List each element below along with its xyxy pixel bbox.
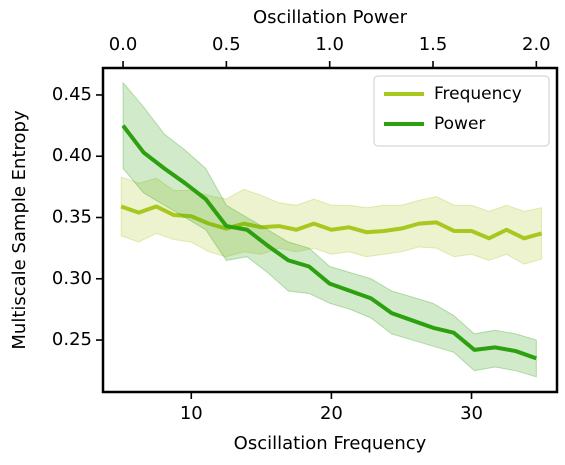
series-line bbox=[120, 204, 543, 241]
y-tick-label: 0.25 bbox=[52, 329, 92, 350]
y-tick-label: 0.30 bbox=[52, 268, 92, 289]
x2-tick-label: 0.5 bbox=[212, 34, 241, 55]
legend-label: Frequency bbox=[434, 84, 522, 104]
x-tick-label: 10 bbox=[180, 403, 203, 424]
plot-frame bbox=[101, 66, 559, 394]
y-tick-label: 0.45 bbox=[52, 84, 92, 105]
x2-tick-label: 2.0 bbox=[522, 34, 551, 55]
y-tick-label: 0.35 bbox=[52, 207, 92, 228]
x2-axis-label: Oscillation Power bbox=[253, 7, 408, 28]
y-axis-label: Multiscale Sample Entropy bbox=[9, 110, 30, 350]
x-tick-label: 30 bbox=[460, 403, 483, 424]
x2-tick-label: 0.0 bbox=[109, 34, 138, 55]
x2-tick-label: 1.0 bbox=[315, 34, 344, 55]
x-tick-label: 20 bbox=[320, 403, 343, 424]
y-tick-label: 0.40 bbox=[52, 145, 92, 166]
x-axis-label: Oscillation Frequency bbox=[234, 433, 427, 454]
x2-tick-label: 1.5 bbox=[419, 34, 448, 55]
series-line bbox=[121, 124, 538, 361]
legend-label: Power bbox=[434, 114, 485, 134]
confidence-band bbox=[122, 81, 537, 378]
confidence-band bbox=[120, 176, 543, 265]
